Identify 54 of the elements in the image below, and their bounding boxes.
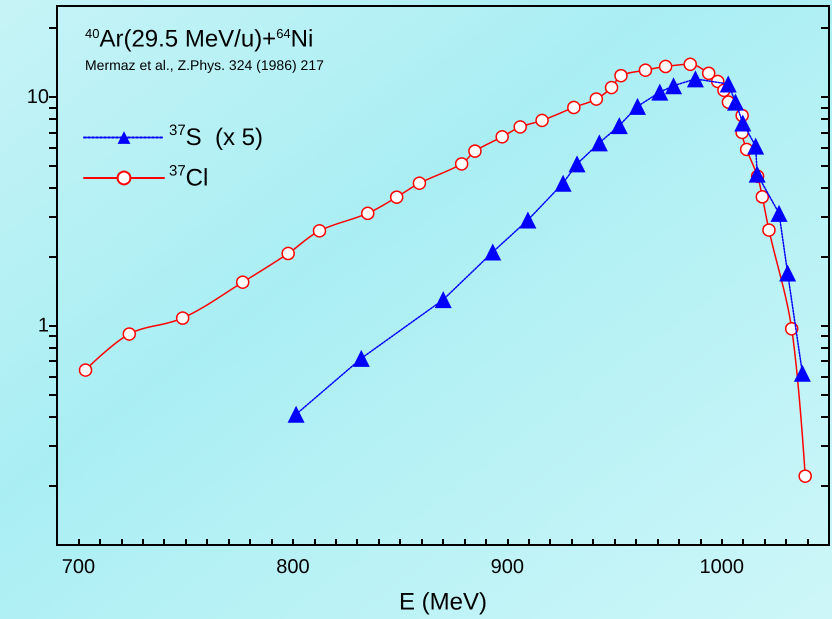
point <box>702 66 716 80</box>
x-tick-label: 1000 <box>700 556 744 578</box>
point <box>638 63 652 77</box>
point <box>604 80 618 94</box>
y-tick-label: 1 <box>38 314 49 337</box>
point <box>495 130 509 144</box>
point <box>614 68 628 82</box>
x-axis-title: E (MeV) <box>398 588 488 616</box>
point <box>554 174 572 192</box>
point <box>535 114 549 128</box>
point <box>798 469 812 483</box>
point <box>176 311 190 325</box>
point <box>312 224 326 238</box>
point <box>665 77 682 94</box>
point <box>684 58 698 72</box>
point <box>390 190 404 204</box>
x-tick-label: 700 <box>62 556 96 578</box>
point <box>590 134 608 152</box>
point <box>568 155 586 172</box>
point <box>412 176 426 190</box>
point <box>236 275 250 289</box>
point <box>727 94 744 111</box>
point <box>78 363 92 377</box>
point <box>567 100 581 114</box>
point <box>747 138 764 155</box>
point <box>794 364 811 382</box>
point <box>513 120 527 134</box>
point <box>288 406 305 423</box>
point <box>770 204 788 222</box>
point <box>122 327 136 341</box>
point <box>281 246 295 260</box>
text: Mermaz et al., Z.Phys. 324 (1986) 217 <box>85 57 324 73</box>
point <box>484 244 502 261</box>
point <box>519 211 536 228</box>
point <box>454 157 468 171</box>
point <box>352 350 370 367</box>
point <box>756 190 770 204</box>
x-tick-label: 900 <box>490 556 524 578</box>
point <box>468 144 482 158</box>
point <box>610 117 628 134</box>
point <box>360 206 374 220</box>
point <box>434 291 452 308</box>
point <box>658 60 672 74</box>
y-tick-label: 10 <box>26 86 49 108</box>
point <box>762 223 776 237</box>
point <box>629 98 646 115</box>
point <box>686 70 704 88</box>
point <box>748 166 766 183</box>
point <box>590 92 604 106</box>
point <box>720 76 737 93</box>
point <box>734 114 752 132</box>
point <box>651 84 668 101</box>
point <box>779 264 796 282</box>
x-tick-label: 800 <box>276 556 310 578</box>
